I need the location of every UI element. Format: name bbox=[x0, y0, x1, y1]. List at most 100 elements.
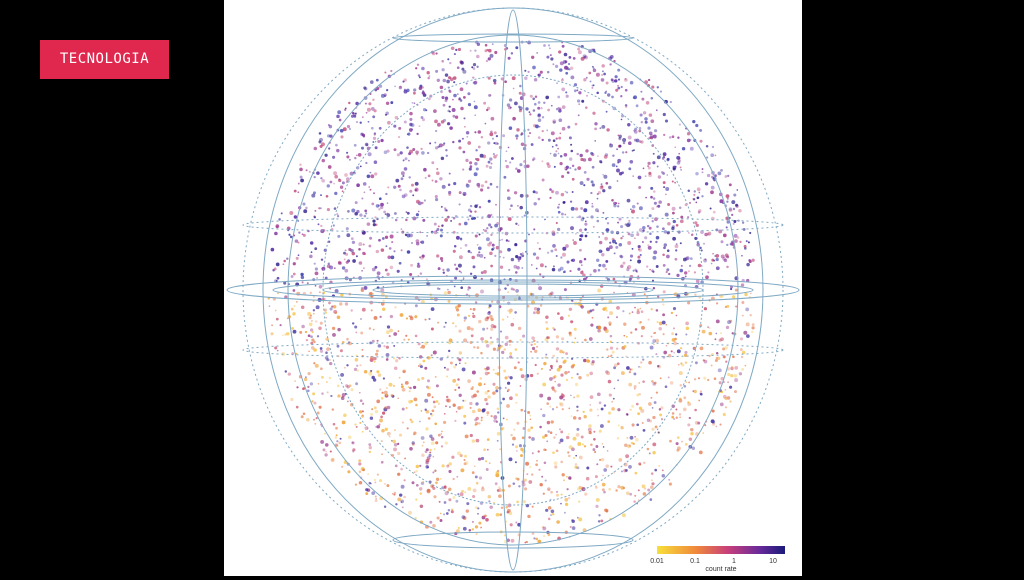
photon-point bbox=[580, 217, 584, 222]
photon-point bbox=[295, 405, 299, 409]
photon-point bbox=[741, 221, 745, 224]
photon-point bbox=[325, 381, 328, 383]
photon-point bbox=[471, 471, 475, 474]
photon-point bbox=[583, 445, 587, 448]
photon-point bbox=[563, 398, 565, 401]
photon-point bbox=[558, 365, 563, 369]
photon-point bbox=[461, 137, 464, 140]
photon-point bbox=[471, 409, 476, 414]
photon-point bbox=[398, 136, 401, 139]
photon-point bbox=[408, 176, 411, 179]
photon-point bbox=[743, 247, 747, 250]
photon-point bbox=[433, 109, 437, 113]
photon-point bbox=[469, 210, 473, 213]
photon-point bbox=[288, 233, 291, 236]
photon-point bbox=[552, 139, 556, 142]
photon-point bbox=[667, 376, 670, 379]
photon-point bbox=[580, 435, 584, 439]
photon-point bbox=[724, 346, 728, 350]
photon-point bbox=[695, 223, 699, 228]
photon-point bbox=[528, 111, 531, 113]
photon-point bbox=[473, 393, 477, 398]
photon-point bbox=[350, 309, 353, 312]
photon-point bbox=[599, 161, 603, 164]
photon-point bbox=[694, 221, 698, 225]
photon-point bbox=[615, 88, 619, 92]
photon-point bbox=[611, 350, 615, 354]
photon-point bbox=[356, 209, 360, 214]
photon-point bbox=[647, 488, 651, 492]
photon-point bbox=[364, 426, 369, 431]
photon-point bbox=[649, 498, 653, 501]
photon-point bbox=[565, 378, 569, 382]
sky-map: 0.01 0.1 1 10 count rate bbox=[226, 7, 800, 573]
photon-point bbox=[502, 397, 505, 401]
photon-point bbox=[687, 270, 690, 273]
photon-point bbox=[584, 222, 588, 226]
photon-point bbox=[508, 311, 512, 314]
photon-point bbox=[452, 76, 457, 80]
photon-point bbox=[631, 209, 635, 214]
photon-point bbox=[547, 533, 551, 537]
photon-point bbox=[628, 312, 631, 315]
photon-point bbox=[289, 235, 293, 239]
photon-point bbox=[627, 241, 632, 245]
photon-point bbox=[364, 102, 367, 105]
photon-point bbox=[331, 408, 335, 411]
photon-point bbox=[360, 331, 364, 335]
photon-point bbox=[400, 484, 405, 489]
photon-point bbox=[453, 53, 456, 56]
photon-point bbox=[614, 79, 618, 83]
photon-point bbox=[574, 168, 577, 171]
photon-point bbox=[411, 101, 414, 104]
photon-point bbox=[339, 185, 344, 189]
photon-point bbox=[405, 406, 408, 410]
photon-point bbox=[424, 176, 427, 179]
photon-point bbox=[327, 165, 332, 169]
photon-point bbox=[559, 349, 563, 354]
photon-point bbox=[506, 103, 511, 107]
photon-point bbox=[637, 489, 640, 492]
photon-point bbox=[503, 369, 507, 373]
photon-point bbox=[541, 160, 544, 163]
photon-point bbox=[706, 173, 711, 178]
photon-point bbox=[714, 338, 717, 341]
photon-point bbox=[692, 119, 696, 124]
photon-point bbox=[710, 153, 715, 158]
photon-point bbox=[594, 475, 598, 479]
photon-point bbox=[357, 153, 362, 157]
photon-point bbox=[383, 345, 386, 348]
photon-point bbox=[432, 400, 436, 404]
photon-point bbox=[323, 308, 327, 312]
photon-point bbox=[457, 47, 462, 52]
photon-point bbox=[486, 414, 489, 417]
photon-point bbox=[529, 113, 532, 116]
photon-point bbox=[521, 449, 526, 454]
photon-point bbox=[456, 451, 461, 456]
photon-point bbox=[654, 129, 658, 133]
photon-point bbox=[425, 109, 428, 112]
photon-point bbox=[712, 252, 714, 255]
photon-point bbox=[647, 318, 650, 321]
photon-point bbox=[474, 234, 478, 238]
photon-point bbox=[393, 447, 397, 452]
photon-point bbox=[498, 488, 502, 493]
photon-point bbox=[434, 375, 437, 378]
photon-point bbox=[358, 242, 363, 247]
photon-point bbox=[707, 231, 712, 236]
photon-point bbox=[300, 275, 305, 280]
photon-point bbox=[359, 421, 362, 424]
photon-point bbox=[372, 115, 376, 119]
photon-point bbox=[318, 326, 322, 331]
photon-point bbox=[374, 481, 377, 484]
photon-point bbox=[275, 225, 279, 229]
photon-point bbox=[463, 338, 468, 343]
photon-point bbox=[671, 226, 675, 231]
photon-point bbox=[541, 475, 544, 478]
photon-point bbox=[625, 151, 628, 154]
photon-point bbox=[415, 213, 419, 217]
photon-point bbox=[507, 217, 512, 222]
photon-point bbox=[416, 264, 421, 268]
photon-point bbox=[421, 151, 425, 155]
photon-point bbox=[495, 386, 499, 390]
